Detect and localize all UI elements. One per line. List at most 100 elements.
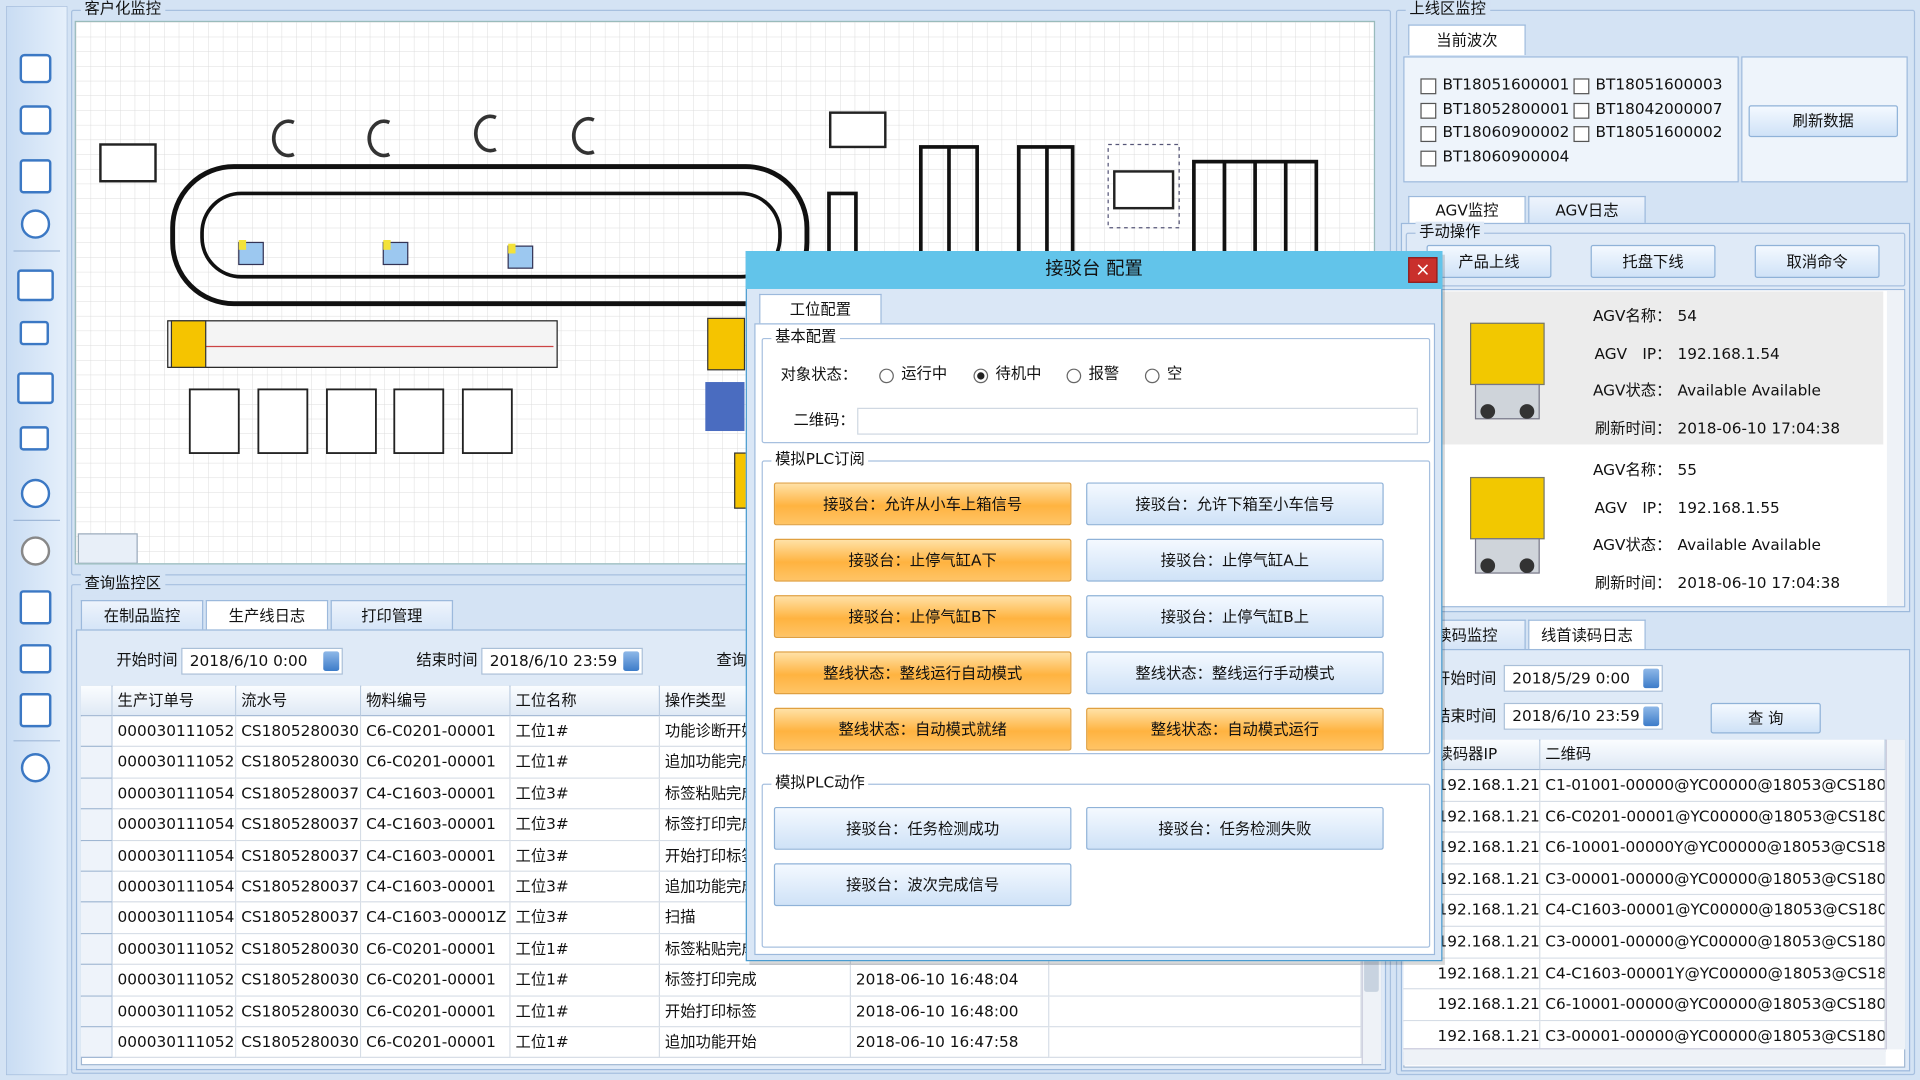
table-cell: C6-C0201-00001 bbox=[361, 1027, 511, 1059]
tab[interactable]: 生产线日志 bbox=[205, 600, 329, 631]
plc-button[interactable]: 接驳台：允许从小车上箱信号 bbox=[773, 482, 1072, 526]
plc-button[interactable]: 接驳台：任务检测成功 bbox=[773, 806, 1072, 850]
table-cell: 000030111054 bbox=[112, 902, 237, 935]
table-cell: 开始打印标签 bbox=[660, 996, 852, 1028]
tab[interactable]: 打印管理 bbox=[330, 600, 454, 631]
column-header[interactable]: 生产订单号 bbox=[112, 685, 237, 717]
date-input[interactable]: 2018/6/10 23:59 bbox=[481, 647, 643, 675]
checkbox[interactable] bbox=[1573, 78, 1590, 95]
table-cell: C4-C1603-00001 bbox=[361, 809, 511, 841]
checkbox[interactable] bbox=[1573, 102, 1590, 119]
table-cell: CS1805280030 bbox=[236, 965, 362, 997]
date-input[interactable]: 2018/6/10 0:00 bbox=[181, 647, 343, 675]
sidebar bbox=[6, 6, 68, 1076]
checkbox[interactable] bbox=[1420, 126, 1437, 143]
table-cell: CS1805280037 bbox=[236, 840, 362, 872]
tab[interactable]: AGV监控 bbox=[1408, 195, 1526, 225]
checkbox-label: BT18051600001 bbox=[1442, 74, 1570, 94]
column-header[interactable]: 二维码 bbox=[1540, 739, 1886, 771]
radio[interactable] bbox=[879, 368, 894, 384]
table-cell: CS1805280037 bbox=[236, 871, 362, 903]
column-header[interactable]: 流水号 bbox=[236, 685, 362, 717]
button[interactable]: 产品上线 bbox=[1426, 244, 1552, 278]
plc-button[interactable]: 接驳台：止停气缸A下 bbox=[773, 538, 1072, 582]
group-title: 客户化监控 bbox=[80, 0, 165, 21]
table-cell: C4-C1603-00001 bbox=[361, 871, 511, 903]
text-input[interactable] bbox=[857, 407, 1418, 435]
plc-button[interactable]: 接驳台：任务检测失败 bbox=[1086, 806, 1384, 850]
table-cell: CS1805280037 bbox=[236, 902, 362, 935]
plc-button[interactable]: 接驳台：止停气缸B上 bbox=[1086, 595, 1384, 638]
label: 结束时间 bbox=[1435, 706, 1497, 725]
radio[interactable] bbox=[1144, 368, 1160, 384]
group-title: 基本配置 bbox=[771, 326, 841, 349]
button[interactable]: 查 询 bbox=[1710, 702, 1821, 734]
date-input[interactable]: 2018/6/10 23:59 bbox=[1503, 702, 1663, 730]
table-cell: 192.168.1.217 bbox=[1403, 1020, 1541, 1053]
table-cell: CS1805280030 bbox=[236, 1027, 362, 1059]
table-cell: 000030111052 bbox=[112, 965, 237, 997]
table-cell: CS1805280037 bbox=[236, 778, 362, 810]
date-picker-button[interactable] bbox=[1643, 706, 1660, 727]
table-cell: 工位1# bbox=[510, 996, 660, 1028]
agv-field-label: AGV状态： bbox=[1592, 535, 1672, 554]
plc-button[interactable]: 整线状态：整线运行自动模式 bbox=[773, 651, 1072, 695]
tab[interactable]: 在制品监控 bbox=[80, 600, 204, 631]
agv-field-label: AGV名称： bbox=[1592, 306, 1672, 325]
date-picker-button[interactable] bbox=[623, 651, 640, 672]
checkbox[interactable] bbox=[1420, 78, 1437, 95]
button[interactable]: 取消命令 bbox=[1754, 244, 1880, 278]
scrollbar-h bbox=[1403, 1048, 1886, 1066]
row-header bbox=[80, 871, 113, 903]
plc-button[interactable]: 整线状态：整线运行手动模式 bbox=[1086, 651, 1384, 695]
tab[interactable]: AGV日志 bbox=[1528, 195, 1646, 225]
agv-field-label: AGV IP： bbox=[1594, 497, 1672, 517]
plc-button[interactable]: 接驳台：允许下箱至小车信号 bbox=[1086, 482, 1384, 526]
date-picker-button[interactable] bbox=[323, 651, 340, 672]
tab[interactable]: 线首读码日志 bbox=[1528, 619, 1646, 651]
table-cell: CS1805280030 bbox=[236, 934, 362, 966]
button[interactable]: 托盘下线 bbox=[1590, 244, 1716, 278]
checkbox-label: BT18060900004 bbox=[1442, 146, 1570, 165]
row-header bbox=[80, 809, 113, 841]
label: 查询 bbox=[716, 650, 747, 669]
button[interactable]: 刷新数据 bbox=[1748, 105, 1898, 138]
date-input[interactable]: 2018/5/29 0:00 bbox=[1503, 664, 1663, 692]
table-cell: 工位3# bbox=[510, 902, 660, 935]
plc-button[interactable]: 接驳台：波次完成信号 bbox=[773, 863, 1072, 907]
agv-field-value: 192.168.1.55 bbox=[1677, 497, 1780, 517]
row-header bbox=[80, 1027, 113, 1059]
column-header[interactable]: 物料编号 bbox=[361, 685, 511, 717]
table-cell: 工位1# bbox=[510, 1027, 660, 1059]
tab[interactable]: 当前波次 bbox=[1408, 24, 1526, 56]
agv-field-label: AGV状态： bbox=[1592, 381, 1672, 400]
checkbox[interactable] bbox=[1420, 102, 1437, 119]
date-picker-button[interactable] bbox=[1643, 668, 1660, 689]
table-cell: CS1805280030 bbox=[236, 747, 362, 779]
table-cell bbox=[1049, 996, 1362, 1028]
plc-button[interactable]: 整线状态：自动模式就绪 bbox=[773, 707, 1072, 751]
plc-button[interactable]: 整线状态：自动模式运行 bbox=[1086, 707, 1384, 751]
checkbox[interactable] bbox=[1420, 150, 1437, 166]
label: 开始时间 bbox=[1435, 668, 1497, 687]
table-cell: 000030111052 bbox=[112, 996, 237, 1028]
table-cell: 000030111054 bbox=[112, 871, 237, 903]
group-title: 模拟PLC订阅 bbox=[771, 449, 869, 472]
agv-icon bbox=[1470, 322, 1545, 420]
radio[interactable] bbox=[1066, 368, 1082, 384]
close-button[interactable]: × bbox=[1408, 257, 1438, 283]
agv-field-label: 刷新时间： bbox=[1594, 573, 1672, 592]
plc-button[interactable]: 接驳台：止停气缸B下 bbox=[773, 595, 1072, 638]
table-cell: 工位1# bbox=[510, 747, 660, 779]
table-cell: CS1805280037 bbox=[236, 809, 362, 841]
checkbox[interactable] bbox=[1573, 126, 1590, 143]
table-cell: 000030111054 bbox=[112, 840, 237, 872]
table-cell: C6-C0201-00001@YC00000@18053@CS18052 bbox=[1540, 801, 1886, 833]
plc-button[interactable]: 接驳台：止停气缸A上 bbox=[1086, 538, 1384, 582]
table-cell: 工位3# bbox=[510, 778, 660, 810]
tab[interactable]: 工位配置 bbox=[759, 293, 882, 325]
dialog-title-bar: 接驳台 配置 bbox=[745, 251, 1443, 289]
column-header[interactable]: 工位名称 bbox=[510, 685, 660, 717]
table-cell: 工位1# bbox=[510, 965, 660, 997]
radio-label: 待机中 bbox=[995, 363, 1042, 383]
